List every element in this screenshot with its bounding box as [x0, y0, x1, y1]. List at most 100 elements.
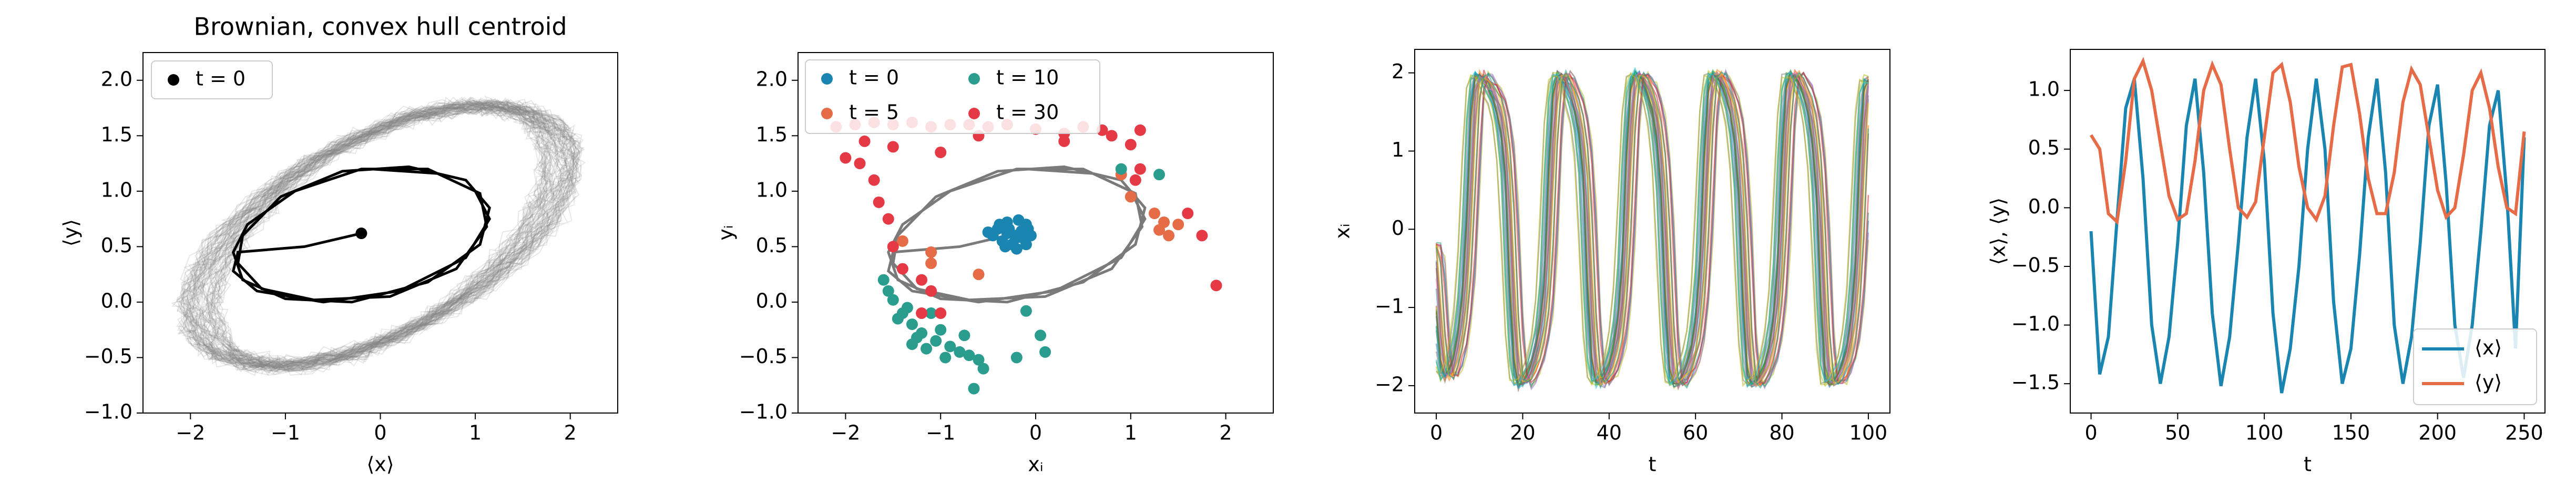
data-point [858, 135, 871, 147]
legend: t = 0 [151, 60, 273, 99]
ensemble-trajectory [186, 97, 582, 374]
y-tick-label: −0.5 [84, 345, 132, 368]
ensemble-trajectory [181, 101, 580, 376]
x-tick-label: 0 [1029, 421, 1042, 445]
particle-trace [1435, 69, 1869, 389]
y-axis-label: yᵢ [714, 225, 738, 240]
x-tick-label: 100 [2245, 421, 2284, 445]
data-point [963, 349, 975, 362]
x-tick-label: 100 [1849, 421, 1888, 445]
x-axis-label: t [2304, 453, 2312, 476]
data-point [1172, 219, 1184, 231]
data-point [921, 343, 933, 355]
ensemble-trajectory [210, 99, 554, 375]
x-tick-label: 40 [1597, 421, 1622, 445]
ensemble-trajectory [182, 98, 579, 372]
ensemble-trajectory [189, 99, 575, 375]
legend: ⟨x⟩ ⟨y⟩ [2413, 328, 2537, 405]
y-tick-label: −1.0 [84, 400, 132, 424]
data-point [1058, 135, 1070, 147]
x-tick-label: −2 [831, 421, 860, 445]
data-point [1149, 208, 1160, 220]
chart-title: Brownian, convex hull centroid [193, 13, 567, 41]
x-axis-label: xᵢ [1028, 453, 1043, 476]
data-point [954, 346, 966, 358]
data-point [1039, 346, 1051, 358]
data-point [1153, 169, 1166, 181]
data-point [1129, 174, 1141, 186]
y-tick-label: 0.5 [101, 234, 132, 257]
data-point [887, 141, 899, 153]
plot-area [2089, 57, 2526, 394]
legend-label: t = 30 [996, 101, 1059, 124]
ensemble-trajectory [181, 96, 580, 371]
y-tick-label: −0.5 [739, 345, 788, 368]
y-tick-label: 1.5 [756, 123, 788, 146]
ensemble-trajectory [190, 98, 574, 375]
data-point [854, 158, 866, 170]
data-point [1018, 233, 1030, 245]
y-tick-label: 2 [1392, 60, 1404, 83]
ensemble-trajectory [178, 100, 585, 372]
ensemble-trajectory [208, 100, 549, 369]
reference-orbit [886, 165, 1147, 304]
data-point [994, 219, 1006, 231]
data-point [887, 241, 899, 253]
data-point [877, 274, 890, 286]
x-tick-label: 1 [469, 421, 482, 445]
series-line [2089, 57, 2526, 225]
data-point [944, 341, 956, 353]
ensemble-trajectory [190, 99, 573, 372]
data-point [1010, 352, 1023, 364]
ensemble-trajectory [175, 95, 585, 372]
data-point [868, 174, 880, 186]
x-axis-label: t [1649, 453, 1657, 476]
x-tick-label: −1 [926, 421, 955, 445]
data-point [925, 307, 937, 319]
ensemble-trajectory [212, 100, 552, 373]
ensemble-trajectory [184, 100, 570, 368]
x-tick-label: 0 [1430, 421, 1443, 445]
data-point [1163, 230, 1175, 242]
x-tick-label: 1 [1125, 421, 1137, 445]
y-tick-label: 0.5 [756, 234, 788, 257]
x-tick-label: 150 [2332, 421, 2370, 445]
data-point [896, 235, 908, 247]
data-point [1115, 163, 1127, 175]
ensemble-trajectory [200, 96, 554, 369]
x-tick-label: 50 [2165, 421, 2190, 445]
data-point [1134, 124, 1146, 136]
data-point [896, 263, 908, 275]
data-point [925, 285, 937, 297]
y-axis-label: ⟨y⟩ [59, 219, 83, 246]
y-tick-label: −1.0 [2011, 312, 2060, 335]
ensemble-trajectory [205, 101, 559, 376]
plot-area [830, 116, 1222, 395]
data-point [973, 354, 985, 366]
x-tick-label: 250 [2505, 421, 2543, 445]
panel-particle-timeseries: 0 20 40 60 80 100 −2 −1 0 1 2 t xᵢ [1331, 49, 1890, 476]
ensemble-trajectory [176, 98, 581, 372]
legend-marker [168, 74, 179, 86]
legend-label: t = 5 [849, 101, 899, 124]
x-tick-label: −1 [271, 421, 300, 445]
y-tick-label: 2.0 [101, 67, 132, 90]
data-point [958, 329, 970, 342]
ensemble-trajectory [181, 102, 586, 372]
ensemble-trajectory [182, 99, 582, 373]
y-tick-label: −1.0 [739, 400, 788, 424]
data-point [925, 246, 937, 258]
legend-box [151, 60, 273, 99]
ensemble-trajectory [197, 99, 570, 369]
series-line [2089, 78, 2526, 394]
legend-label: ⟨y⟩ [2475, 371, 2502, 394]
data-point [977, 363, 989, 375]
ensemble-trajectory [210, 100, 549, 370]
data-point [1153, 224, 1166, 236]
data-point [1134, 163, 1146, 175]
ensemble-trajectory [195, 99, 570, 374]
data-point [1106, 130, 1118, 142]
data-point [906, 318, 918, 331]
